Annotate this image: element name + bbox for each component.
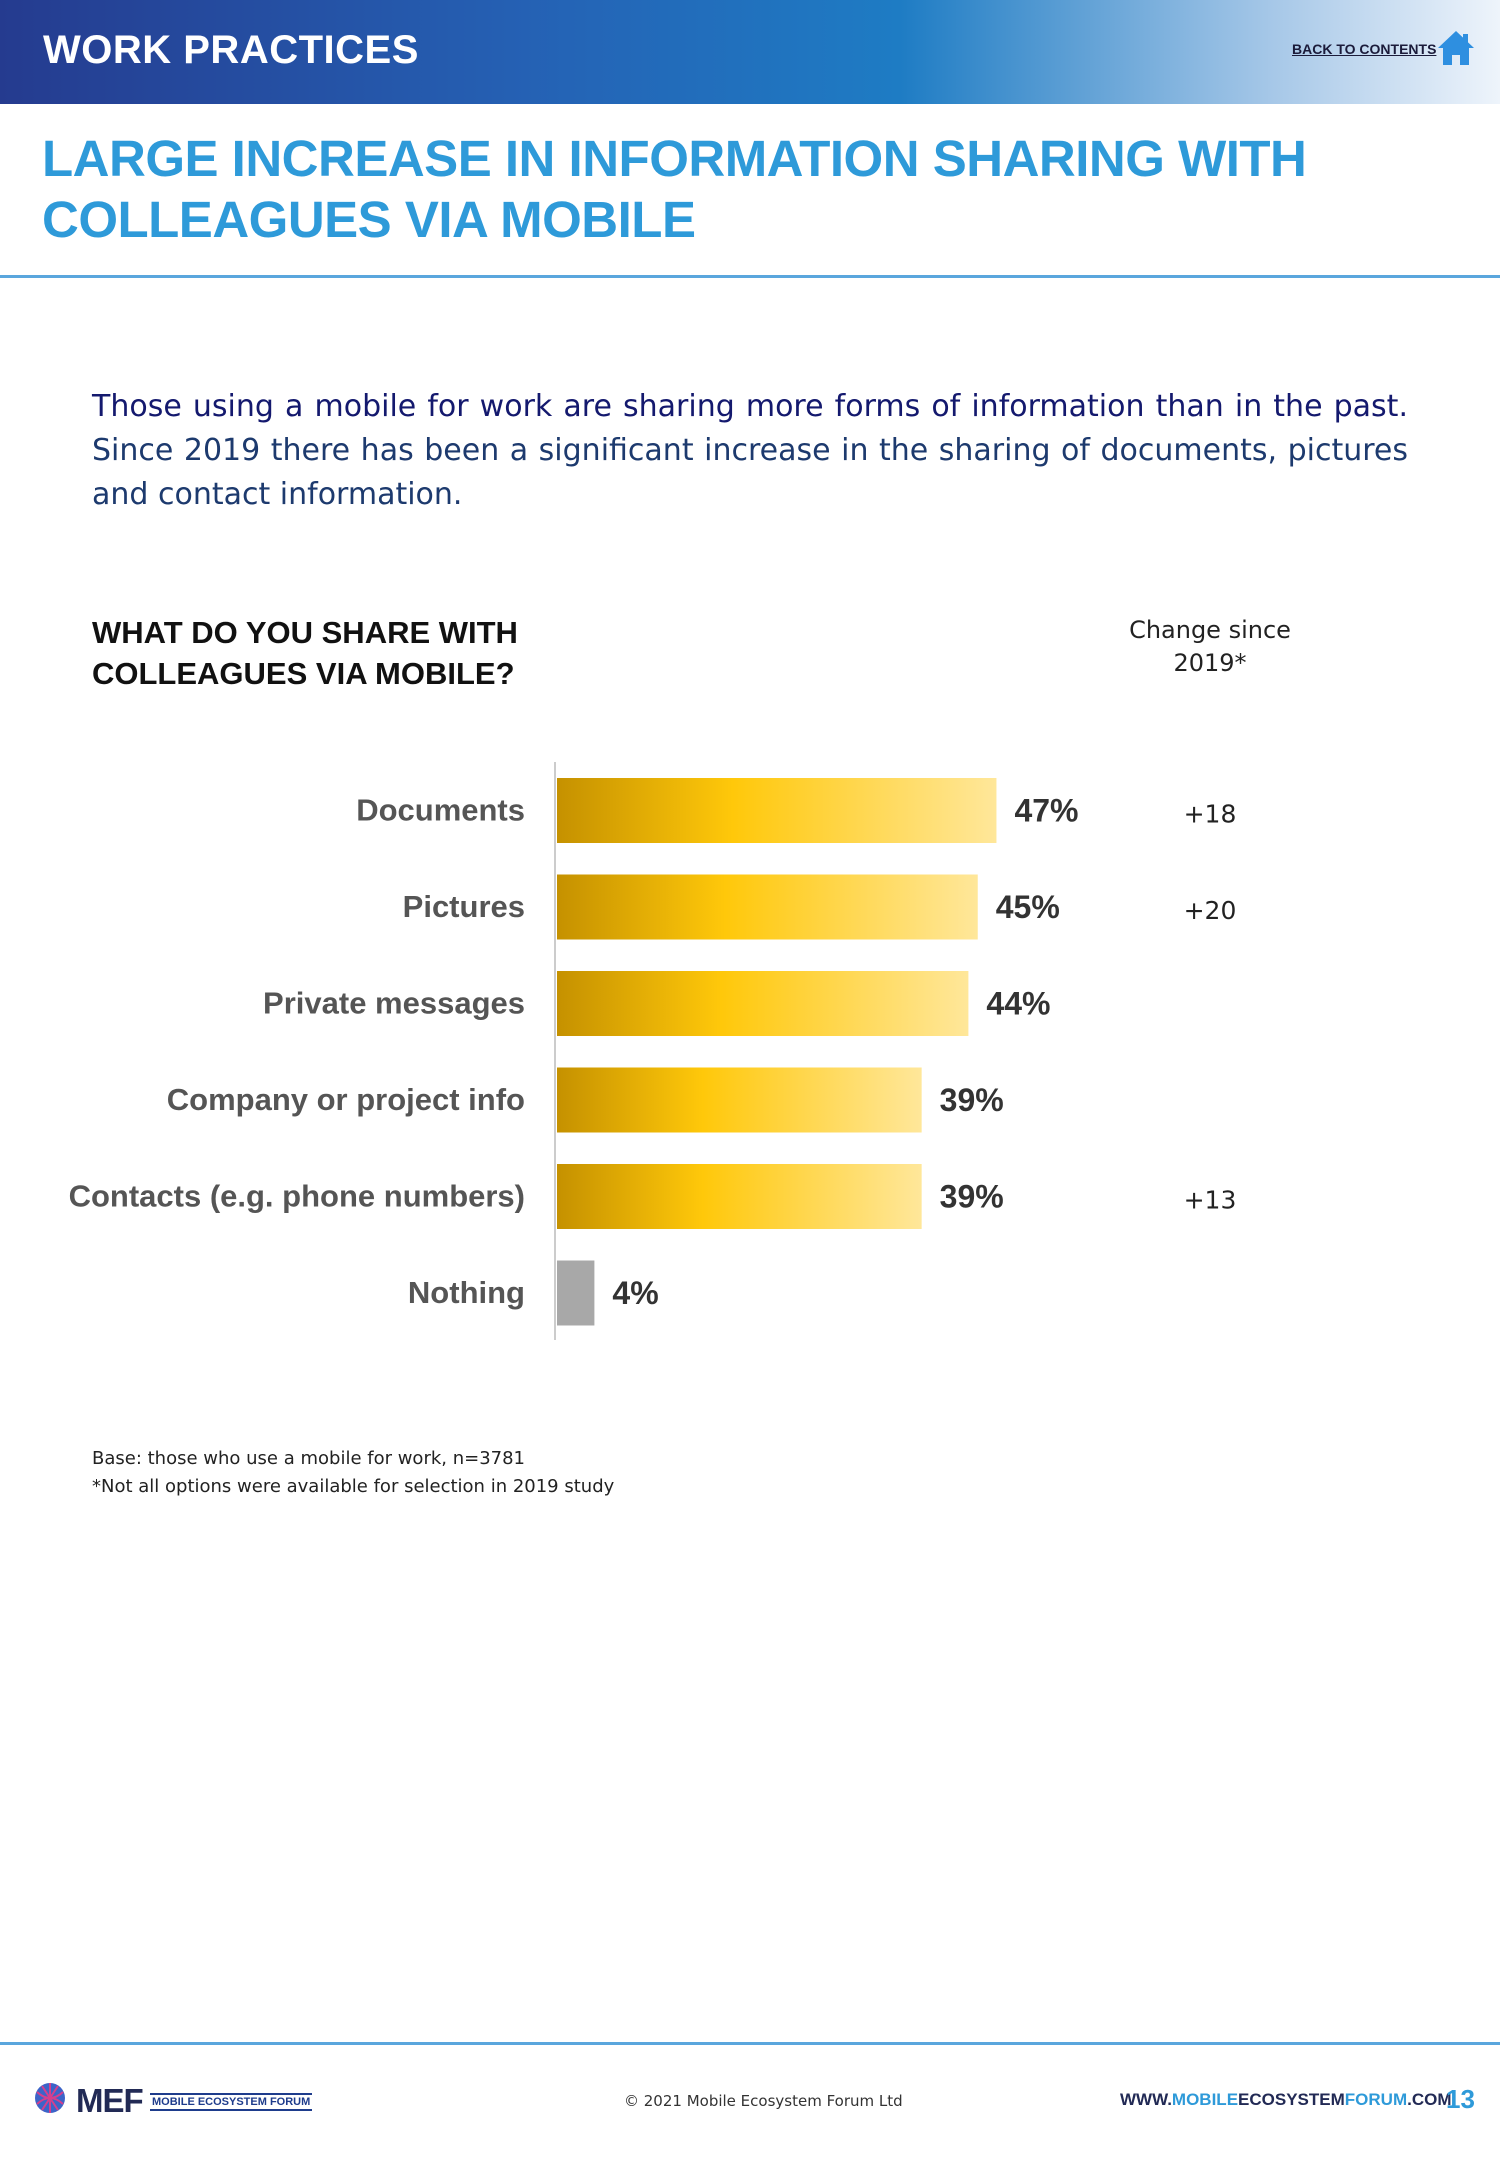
website-part: WWW. <box>1120 2090 1172 2109</box>
change-value: +18 <box>1184 800 1237 829</box>
base-note: Base: those who use a mobile for work, n… <box>92 1448 526 1469</box>
header-band <box>0 0 1500 104</box>
intro-lead: Those using a mobile for work are sharin… <box>92 389 1408 424</box>
category-label: Company or project info <box>167 1082 525 1117</box>
page-title-line2: COLLEAGUES VIA MOBILE <box>42 191 696 248</box>
bar <box>557 1067 922 1133</box>
bar <box>557 971 969 1036</box>
logo-text: MEF <box>76 2082 144 2119</box>
mef-globe-icon <box>35 2083 65 2113</box>
back-to-contents-link[interactable]: BACK TO CONTENTS <box>1292 41 1437 57</box>
bar <box>557 874 978 940</box>
change-header-line1: Change since <box>1129 616 1291 644</box>
category-label: Contacts (e.g. phone numbers) <box>69 1179 525 1214</box>
change-header-line2: 2019* <box>1173 649 1247 677</box>
value-label: 4% <box>612 1275 658 1311</box>
footnote: *Not all options were available for sele… <box>92 1476 615 1497</box>
category-label: Documents <box>356 793 525 828</box>
change-value: +20 <box>1184 896 1237 925</box>
logo-subtitle: MOBILE ECOSYSTEM FORUM <box>150 2093 313 2111</box>
bar <box>557 1260 595 1326</box>
value-label: 39% <box>940 1179 1004 1215</box>
change-since-header: Change since 2019* <box>1110 614 1310 680</box>
category-label: Private messages <box>263 986 525 1021</box>
website-part: FORUM <box>1344 2090 1408 2109</box>
change-value: +13 <box>1184 1186 1237 1215</box>
footer-divider <box>0 2042 1500 2045</box>
intro-paragraph: Those using a mobile for work are sharin… <box>92 385 1408 517</box>
page-title: LARGE INCREASE IN INFORMATION SHARING WI… <box>42 128 1442 250</box>
website-part: ECOSYSTEM <box>1238 2090 1345 2109</box>
category-label: Pictures <box>403 889 525 924</box>
category-label: Nothing <box>408 1275 525 1310</box>
intro-rest: Since 2019 there has been a significant … <box>92 433 1408 512</box>
chart-question: WHAT DO YOU SHARE WITH COLLEAGUES VIA MO… <box>92 612 518 694</box>
copyright: © 2021 Mobile Ecosystem Forum Ltd <box>624 2092 903 2110</box>
chart-question-line1: WHAT DO YOU SHARE WITH <box>92 615 518 650</box>
chart-question-line2: COLLEAGUES VIA MOBILE? <box>92 656 515 691</box>
value-label: 47% <box>1014 793 1078 829</box>
value-label: 45% <box>996 889 1060 925</box>
bar-chart: Documents 47% +18 Pictures 45% +20 Private mes… <box>69 762 1237 1340</box>
home-icon[interactable] <box>1436 28 1476 68</box>
website-part: .COM <box>1407 2090 1452 2109</box>
section-title: WORK PRACTICES <box>43 28 419 72</box>
page-number: 13 <box>1446 2084 1475 2114</box>
website-part: MOBILE <box>1171 2090 1239 2109</box>
bar <box>557 778 997 843</box>
bar <box>557 1164 922 1229</box>
title-divider <box>0 275 1500 278</box>
website-link[interactable]: WWW.MOBILEECOSYSTEMFORUM.COM <box>1120 2090 1452 2110</box>
page-title-line1: LARGE INCREASE IN INFORMATION SHARING WI… <box>42 130 1307 187</box>
value-label: 44% <box>986 986 1050 1022</box>
value-label: 39% <box>940 1082 1004 1118</box>
